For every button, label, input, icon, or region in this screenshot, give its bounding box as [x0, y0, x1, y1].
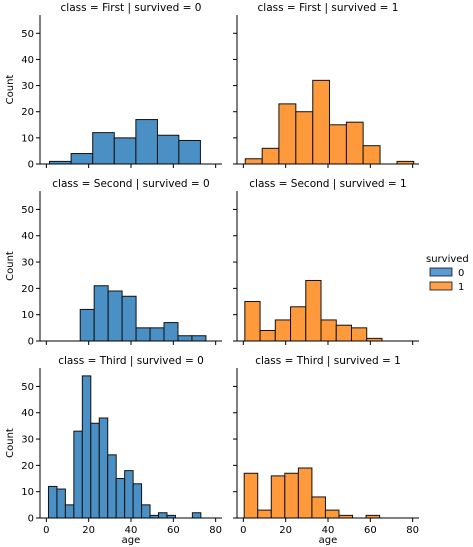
y-axis-label: Count	[5, 75, 16, 105]
histogram-bar	[70, 153, 94, 165]
y-tick-label: 30	[21, 258, 34, 269]
histogram-bar	[362, 145, 381, 165]
x-tick-label: 80	[209, 525, 222, 536]
y-tick-label: 10	[21, 310, 34, 321]
histogram-bar	[270, 475, 286, 519]
y-tick-label: 10	[21, 133, 34, 144]
y-tick-label: 50	[21, 382, 34, 393]
histogram-bar	[156, 134, 180, 165]
y-axis-label: Count	[5, 428, 16, 458]
panel-title: class = First | survived = 0	[61, 2, 202, 14]
histogram-bar	[132, 483, 143, 519]
x-tick-label: 0	[43, 525, 49, 536]
y-tick-label: 0	[28, 160, 34, 171]
histogram-bar	[259, 329, 276, 342]
legend-title: survived	[426, 254, 469, 265]
histogram-bar	[93, 285, 109, 342]
histogram-bar	[257, 509, 272, 519]
histogram-bar	[121, 295, 137, 342]
histogram-bar	[158, 512, 168, 519]
histogram-bar	[149, 327, 165, 342]
y-tick-label: 30	[21, 435, 34, 446]
x-tick-label: 80	[406, 525, 419, 536]
histogram-bar	[243, 472, 259, 519]
y-tick-label: 40	[21, 231, 34, 242]
y-tick-label: 30	[21, 81, 34, 92]
legend-label: 0	[458, 268, 464, 279]
histogram-bar	[345, 121, 364, 165]
legend-label: 1	[458, 282, 464, 293]
histogram-bar	[297, 467, 313, 519]
panel-title: class = First | survived = 1	[258, 2, 399, 14]
x-tick-label: 60	[167, 525, 180, 536]
histogram-bar	[278, 103, 297, 165]
legend-swatch	[429, 281, 453, 291]
y-tick-label: 50	[21, 29, 34, 40]
histogram-bar	[90, 422, 100, 519]
y-tick-label: 10	[21, 487, 34, 498]
histogram-bar	[56, 488, 66, 519]
histogram-bar	[115, 478, 126, 519]
histogram-bar	[124, 470, 134, 519]
histogram-bar	[324, 509, 340, 519]
histogram-bar	[98, 417, 109, 519]
histogram-bar	[177, 335, 193, 342]
histogram-bar	[178, 139, 201, 165]
histogram-bar	[79, 308, 95, 342]
histogram-bar	[261, 147, 280, 165]
y-tick-label: 20	[21, 107, 34, 118]
histogram-bar	[191, 512, 202, 519]
x-tick-label: 40	[125, 525, 138, 536]
y-tick-label: 20	[21, 461, 34, 472]
x-axis-label: age	[122, 535, 141, 546]
histogram-bar	[244, 301, 261, 342]
histogram-bar	[290, 306, 307, 342]
histogram-bar	[284, 472, 299, 519]
x-tick-label: 40	[322, 525, 335, 536]
y-tick-label: 40	[21, 55, 34, 66]
histogram-bar	[135, 119, 158, 165]
x-tick-label: 20	[82, 525, 95, 536]
y-tick-label: 40	[21, 408, 34, 419]
panel-title: class = Second | survived = 0	[52, 178, 209, 190]
histogram-bar	[244, 158, 263, 165]
histogram-bar	[305, 279, 322, 342]
panel-title: class = Second | survived = 1	[249, 178, 406, 190]
y-tick-label: 0	[28, 337, 34, 348]
histogram-bar	[141, 504, 151, 519]
histogram-bar	[64, 504, 75, 519]
y-axis-label: Count	[5, 251, 16, 281]
histogram-bar	[312, 79, 330, 165]
histogram-bar	[335, 324, 352, 342]
histogram-bar	[163, 322, 179, 342]
histogram-bar	[47, 485, 58, 519]
y-tick-label: 50	[21, 205, 34, 216]
y-tick-label: 20	[21, 284, 34, 295]
panel-title: class = Third | survived = 0	[58, 355, 204, 367]
histogram-bar	[311, 496, 326, 519]
histogram-bar	[320, 319, 337, 342]
histogram-bar	[295, 111, 314, 165]
x-tick-label: 60	[364, 525, 377, 536]
x-axis-label: age	[319, 535, 338, 546]
histogram-bar	[73, 430, 83, 519]
histogram-bar	[274, 319, 292, 342]
x-tick-label: 0	[240, 525, 246, 536]
x-tick-label: 20	[279, 525, 292, 536]
histogram-bar	[107, 454, 117, 519]
legend-swatch	[429, 267, 453, 277]
histogram-bar	[350, 327, 368, 342]
histogram-bar	[191, 335, 207, 342]
histogram-bar	[107, 290, 123, 342]
histogram-bar	[135, 327, 151, 342]
panel-title: class = Third | survived = 1	[255, 355, 401, 367]
histogram-bar	[81, 375, 92, 519]
histogram-bar	[92, 132, 115, 165]
histogram-bar	[328, 124, 347, 165]
histogram-bar	[113, 137, 137, 165]
y-tick-label: 0	[28, 514, 34, 525]
